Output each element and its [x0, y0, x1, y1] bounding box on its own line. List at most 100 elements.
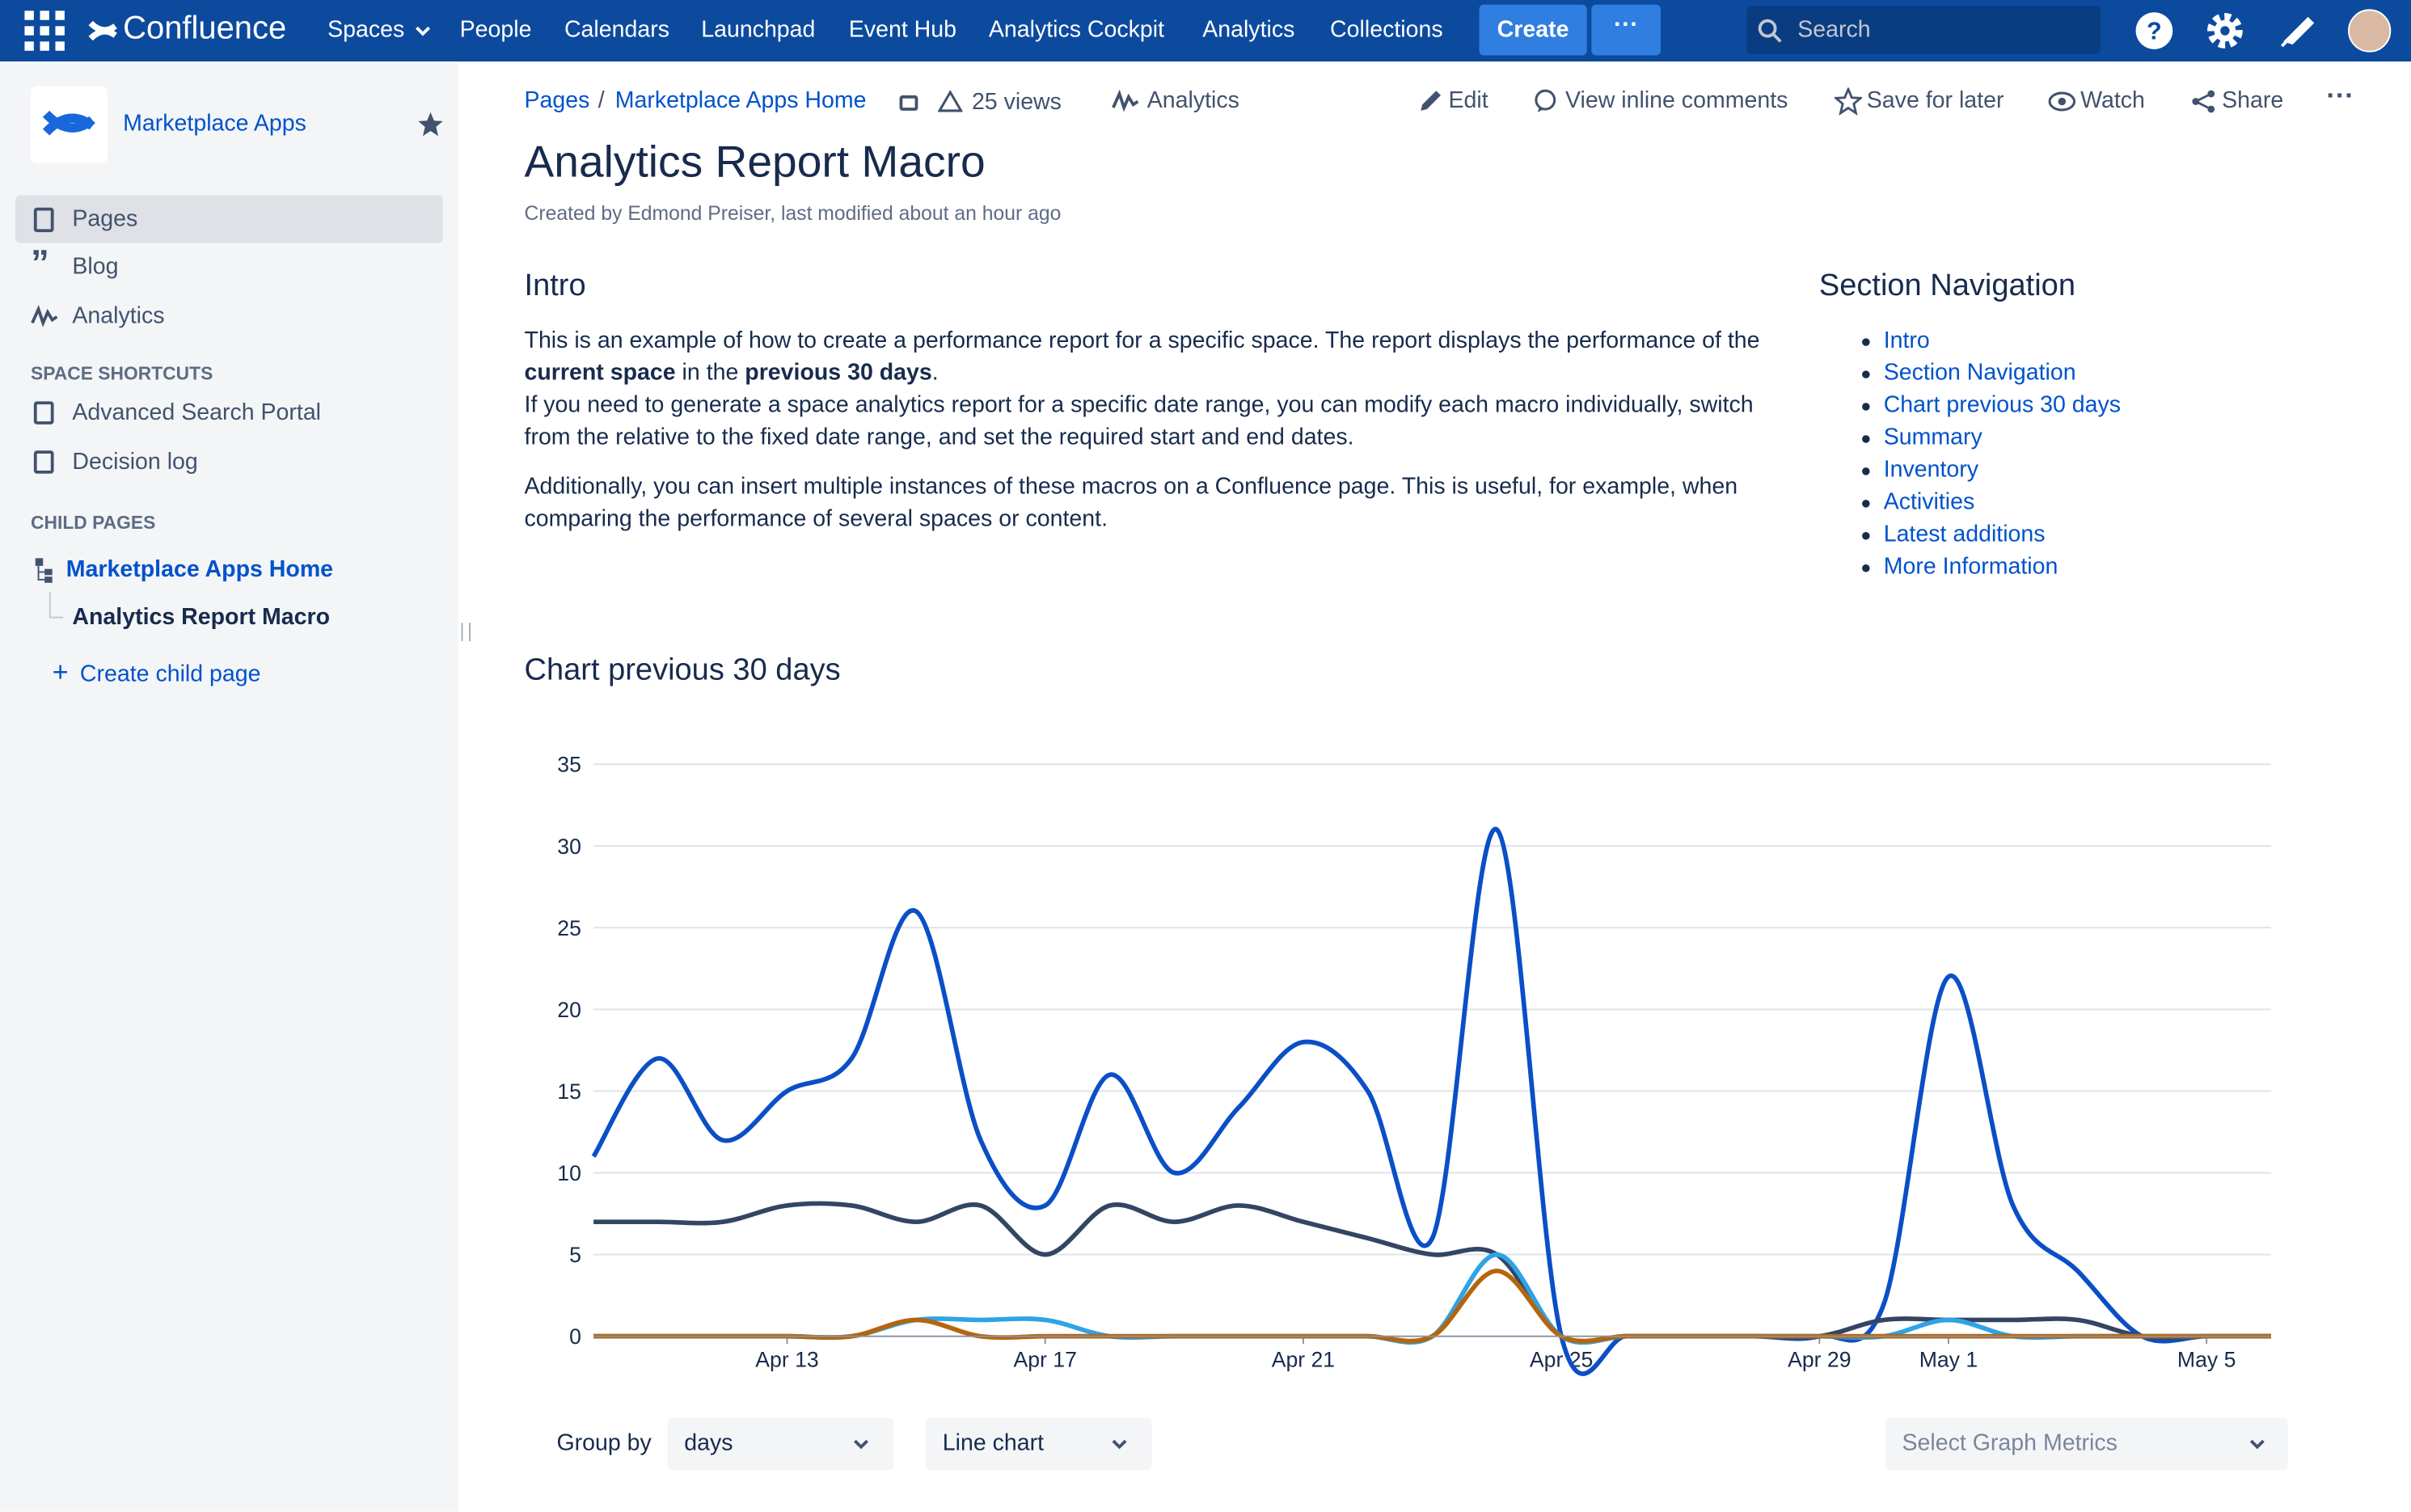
sidebar-item[interactable]: Pages [72, 205, 137, 235]
analytics-icon [1112, 89, 1139, 113]
action[interactable]: Edit [1448, 87, 1488, 117]
create-child-link[interactable]: Create child page [80, 660, 261, 691]
page-title: Analytics Report Macro [525, 135, 986, 190]
search-placeholder: Search [1797, 15, 1870, 46]
bullet [1862, 338, 1870, 346]
space-logo-mark [31, 87, 108, 163]
y-tick-label: 0 [569, 1324, 581, 1349]
bullet [1862, 370, 1870, 378]
top-nav: Confluence Spaces People Calendars Launc… [0, 0, 2411, 61]
search-box[interactable]: Search [1746, 6, 2100, 54]
nav-item[interactable]: Launchpad [701, 15, 815, 46]
section-nav-link[interactable]: Chart previous 30 days [1884, 391, 2121, 421]
group-by-label: Group by [556, 1429, 651, 1459]
space-logo[interactable] [31, 87, 108, 163]
analytics-link[interactable]: Analytics [1147, 87, 1239, 117]
select-value: days [684, 1430, 733, 1456]
help-icon[interactable]: ? [2134, 11, 2174, 50]
series-line [593, 1203, 2271, 1342]
tree-connector [49, 592, 63, 618]
nav-item[interactable]: Analytics Cockpit [989, 15, 1164, 46]
x-tick-label: Apr 17 [1014, 1348, 1077, 1372]
y-tick-label: 10 [557, 1161, 581, 1185]
section-nav-link[interactable]: Activities [1884, 488, 1975, 518]
breadcrumb[interactable]: Marketplace Apps Home [615, 87, 867, 117]
logo-icon [87, 14, 118, 48]
x-tick-label: Apr 13 [755, 1348, 818, 1372]
views[interactable]: 25 views [972, 87, 1062, 118]
bold-text: previous 30 days [745, 360, 932, 386]
action[interactable]: Watch [2080, 87, 2145, 117]
analytics-icon [31, 305, 58, 329]
x-tick-label: Apr 25 [1530, 1348, 1593, 1372]
breadcrumb-separator: / [598, 87, 605, 117]
star-icon [1835, 87, 1862, 115]
star-icon[interactable] [416, 111, 444, 138]
sidebar-item[interactable]: Blog [72, 252, 118, 283]
more-button[interactable]: ··· [1591, 5, 1661, 56]
space-name[interactable]: Marketplace Apps [123, 109, 306, 140]
child-page[interactable]: Analytics Report Macro [72, 603, 330, 634]
more-actions[interactable]: ··· [2326, 80, 2354, 111]
edit-icon [1417, 89, 1442, 113]
product-name[interactable]: Confluence [123, 11, 286, 48]
section-nav-link[interactable]: More Information [1884, 552, 2058, 583]
bullet [1862, 403, 1870, 411]
y-tick-label: 30 [557, 834, 581, 859]
metrics-select[interactable]: Select Graph Metrics [1885, 1417, 2288, 1470]
shortcut[interactable]: Advanced Search Portal [72, 399, 321, 429]
sidebar-item[interactable]: Analytics [72, 302, 164, 332]
action[interactable]: Share [2222, 87, 2283, 117]
series-line [593, 1255, 2271, 1343]
nav-item[interactable]: Calendars [564, 15, 669, 46]
action[interactable]: Save for later [1867, 87, 2004, 117]
chevron [2249, 1436, 2265, 1451]
child-page[interactable]: Marketplace Apps Home [66, 555, 333, 586]
shortcut[interactable]: Decision log [72, 447, 197, 478]
svg-text:?: ? [2147, 17, 2162, 44]
section-nav-link[interactable]: Inventory [1884, 455, 1978, 486]
nav-item[interactable]: Event Hub [849, 15, 956, 46]
nav-item[interactable]: People [460, 15, 532, 46]
views-icon [938, 89, 962, 112]
nav-item[interactable]: Analytics [1202, 15, 1294, 46]
section-nav-link[interactable]: Latest additions [1884, 520, 2046, 551]
app-switcher[interactable] [23, 9, 66, 52]
bullet [1862, 500, 1870, 508]
intro-heading: Intro [525, 266, 586, 306]
settings-icon[interactable] [2205, 11, 2244, 50]
section-nav-link[interactable]: Intro [1884, 326, 1930, 357]
breadcrumb[interactable]: Pages [525, 87, 590, 117]
series-line [593, 1271, 2271, 1341]
notifications-icon[interactable] [2278, 11, 2317, 50]
section-nav-link[interactable]: Summary [1884, 423, 1982, 454]
nav-item[interactable]: Spaces [327, 15, 404, 46]
comment-icon [1533, 89, 1557, 113]
create-button[interactable]: Create [1480, 5, 1587, 56]
x-tick-label: Apr 21 [1272, 1348, 1335, 1372]
shortcut-icon [34, 450, 54, 474]
select-value: Line chart [943, 1430, 1044, 1456]
watch-icon [2048, 91, 2075, 112]
nav-item[interactable]: Collections [1330, 15, 1443, 46]
bullet [1862, 467, 1870, 475]
text: This is an example of how to create a pe… [525, 327, 1760, 353]
text: If you need to generate a space analytic… [525, 392, 1754, 450]
avatar[interactable] [2348, 9, 2391, 52]
chart-heading: Chart previous 30 days [525, 650, 841, 690]
section-nav-heading: Section Navigation [1819, 266, 2075, 306]
chevron [415, 23, 430, 39]
section-nav-link[interactable]: Section Navigation [1884, 358, 2076, 389]
chevron [1112, 1436, 1127, 1451]
intro-paragraph: Additionally, you can insert multiple in… [525, 471, 1778, 535]
section-heading: SPACE SHORTCUTS [31, 361, 213, 386]
byline: Created by Edmond Preiser, last modified… [525, 201, 1062, 226]
bullet [1862, 435, 1870, 443]
action[interactable]: View inline comments [1565, 87, 1788, 117]
restriction-icon[interactable] [900, 95, 918, 111]
bullet [1862, 564, 1870, 572]
section-heading: CHILD PAGES [31, 510, 155, 534]
resize-handle[interactable] [462, 623, 471, 641]
